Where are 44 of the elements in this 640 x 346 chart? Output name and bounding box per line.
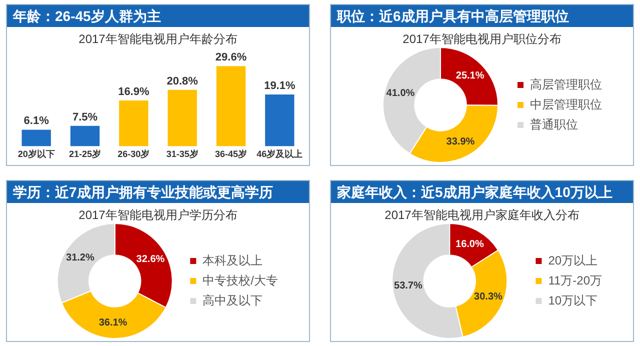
legend-label: 本科及以上 (202, 253, 263, 268)
legend-label: 11万-20万 (548, 273, 602, 288)
legend-label: 高中及以下 (202, 293, 263, 308)
x-tick-label: 26-30岁 (118, 149, 150, 160)
data-label: 30.3% (474, 291, 502, 302)
legend-label: 10万以下 (548, 293, 598, 308)
chart-title: 家庭年收入：近5成用户家庭年收入10万以上 (331, 181, 633, 203)
data-label: 33.9% (446, 136, 475, 148)
data-label: 16.0% (456, 239, 484, 250)
chart-subtitle: 2017年智能电视用户职位分布 (402, 31, 562, 47)
chart-title: 职位：近6成用户具有中高层管理职位 (331, 5, 633, 27)
data-label: 29.6% (215, 52, 247, 64)
chart-subtitle: 2017年智能电视用户学历分布 (78, 207, 238, 223)
x-tick-label: 20岁以下 (18, 149, 55, 160)
data-label: 7.5% (72, 111, 98, 124)
chart-subtitle: 2017年智能电视用户年龄分布 (78, 31, 238, 47)
bar (265, 94, 294, 146)
chart-title: 年龄：26-45岁人群为主 (7, 5, 309, 27)
data-label: 36.1% (98, 317, 128, 328)
data-label: 53.7% (394, 280, 422, 292)
chart-subtitle: 2017年智能电视用户家庭年收入分布 (384, 207, 580, 223)
data-label: 31.2% (66, 252, 94, 264)
data-label: 16.9% (118, 86, 150, 98)
data-label: 6.1% (24, 115, 50, 128)
bar (70, 126, 100, 146)
legend-label: 20万以上 (548, 253, 598, 268)
bar (22, 130, 51, 146)
bar (119, 100, 148, 146)
data-label: 41.0% (386, 88, 415, 100)
bar (168, 90, 197, 146)
data-label: 25.1% (456, 70, 484, 82)
x-tick-label: 46岁及以上 (256, 149, 303, 160)
data-label: 19.1% (264, 80, 296, 92)
x-tick-label: 31-35岁 (166, 149, 198, 160)
legend-label: 中专技校/大专 (202, 273, 278, 288)
x-tick-label: 36-45岁 (214, 149, 248, 160)
legend-label: 高层管理职位 (530, 77, 602, 92)
legend-label: 普通职位 (530, 117, 578, 132)
x-tick-label: 21-25岁 (68, 149, 102, 160)
bar (216, 66, 246, 146)
chart-title: 学历：近7成用户拥有专业技能或更高学历 (7, 181, 309, 203)
data-label: 32.6% (136, 254, 165, 266)
legend-label: 中层管理职位 (530, 97, 602, 112)
data-label: 20.8% (166, 75, 198, 88)
